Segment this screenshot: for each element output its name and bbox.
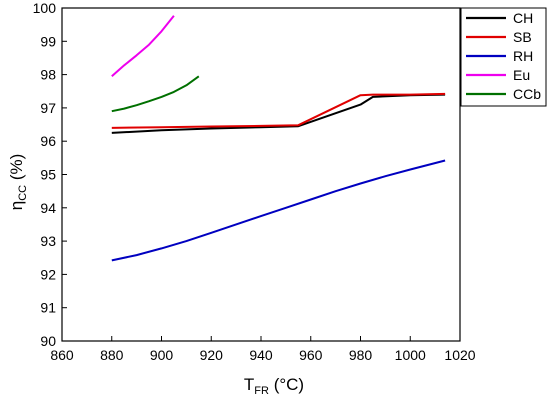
- y-axis-title: ηCC (%): [7, 154, 29, 211]
- legend-label: RH: [513, 48, 533, 64]
- y-tick-label: 100: [33, 0, 57, 16]
- y-tick-label: 91: [40, 300, 56, 316]
- y-tick-label: 90: [40, 333, 56, 349]
- series-line-sb: [111, 92, 446, 129]
- x-tick-label: 920: [200, 347, 224, 363]
- legend-label: CCb: [513, 86, 541, 102]
- series-line-eu: [111, 15, 175, 78]
- y-axis: 90 91 92 93 94 95 96 97 98 99 100: [33, 0, 67, 349]
- y-tick-label: 96: [40, 133, 56, 149]
- series-line-rh: [111, 159, 446, 262]
- series-lines: [111, 15, 446, 262]
- series-line-ccb: [111, 75, 200, 113]
- legend-label: CH: [513, 10, 533, 26]
- x-tick-label: 960: [299, 347, 323, 363]
- x-tick-label: 880: [100, 347, 124, 363]
- legend-label: SB: [513, 29, 532, 45]
- plot-area: [61, 7, 461, 342]
- x-tick-label: 860: [50, 347, 74, 363]
- x-axis: 860 880 900 920 940 960 980 1000 1020: [50, 336, 476, 363]
- y-tick-label: 93: [40, 233, 56, 249]
- legend-label: Eu: [513, 67, 530, 83]
- y-tick-label: 98: [40, 67, 56, 83]
- y-tick-label: 97: [40, 100, 56, 116]
- x-tick-label: 900: [150, 347, 174, 363]
- x-tick-label: 1000: [395, 347, 426, 363]
- x-tick-label: 1020: [444, 347, 475, 363]
- y-tick-label: 99: [40, 33, 56, 49]
- y-tick-label: 92: [40, 266, 56, 282]
- x-tick-label: 940: [249, 347, 273, 363]
- y-tick-label: 94: [40, 200, 56, 216]
- legend: CH SB RH Eu CCb: [460, 7, 547, 107]
- x-tick-label: 980: [349, 347, 373, 363]
- y-tick-label: 95: [40, 167, 56, 183]
- x-axis-title: TFR (°C): [244, 375, 304, 397]
